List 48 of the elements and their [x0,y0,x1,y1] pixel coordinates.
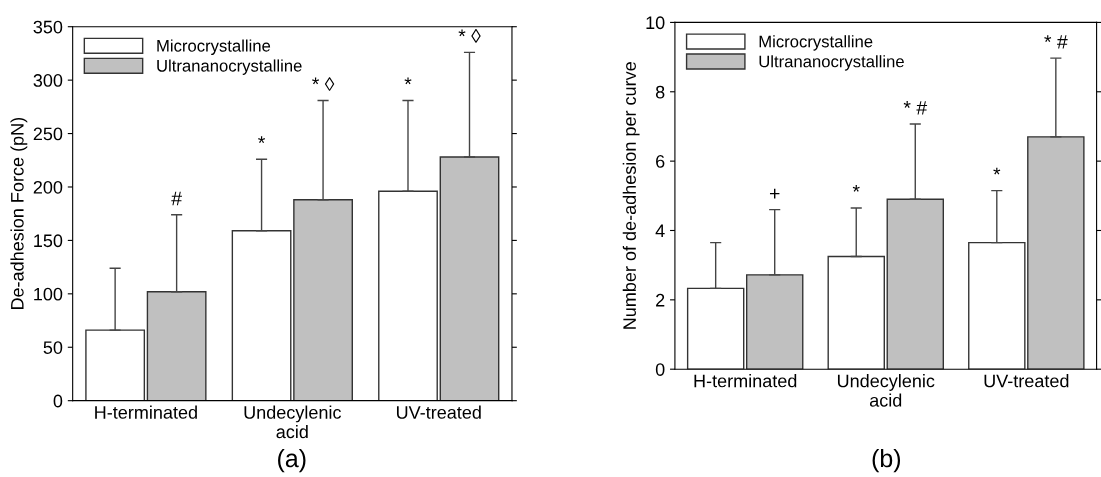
y-tick-label: 10 [646,16,665,30]
y-tick-label: 4 [655,224,665,238]
y-tick-label: 200 [33,180,63,194]
annotation: * [993,167,1001,175]
y-tick-label: 300 [33,74,63,87]
bar [827,255,885,370]
legend-label: Microcrystalline [759,35,873,51]
annotation: * [258,136,266,144]
legend-label: Ultrananocrystalline [759,55,904,71]
text: (a) [278,448,306,473]
annotation: * [852,184,860,192]
x-tick-label: UV-treated [396,405,481,419]
y-tick-label: 150 [34,234,63,248]
text: (b) [872,448,901,473]
y-axis-title: Number of de-adhesion per curve [622,62,640,329]
bar [378,190,438,401]
bar [439,156,500,401]
legend-label: Microcrystalline [157,39,271,55]
bar [745,274,804,370]
annotation: * ◊ [312,77,335,91]
y-tick-label: 350 [33,20,63,34]
x-tick-label: Undecylenic acid [244,405,342,439]
y-axis-title: De-adhesion Force (pN) [10,117,28,310]
y-tick-label: 2 [656,293,665,307]
y-tick-label: 6 [656,155,665,168]
bar [85,329,146,401]
bar [293,199,353,401]
annotation: * # [903,101,928,115]
x-tick-label: H-terminated [95,405,197,419]
x-tick-label: UV-treated [984,374,1069,388]
annotation: * ◊ [458,29,481,43]
bar [231,230,292,401]
y-tick-label: 250 [33,127,63,141]
bar [886,198,945,370]
legend-label: Ultrananocrystalline [157,59,302,75]
y-tick-label: 0 [53,394,63,408]
y-tick-label: 0 [655,363,665,376]
annotation: # [171,191,182,206]
y-tick-label: 8 [655,85,665,99]
annotation: * # [1044,35,1068,49]
annotation: + [769,188,780,199]
x-tick-label: Undecylenic acid [837,374,935,407]
y-tick-label: 100 [34,287,63,301]
y-tick-label: 50 [43,341,63,354]
x-tick-label: H-terminated [694,374,797,388]
annotation: * [404,77,412,85]
bar [686,287,745,370]
bar [146,291,207,401]
